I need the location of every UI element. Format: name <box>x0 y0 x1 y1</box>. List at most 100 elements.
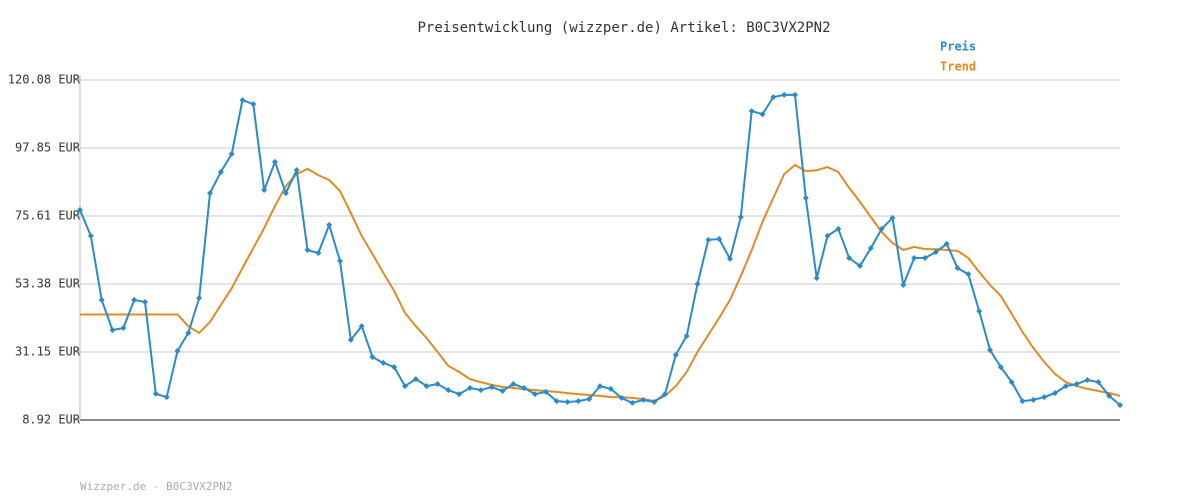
y-tick-label: 8.92 EUR <box>22 413 81 427</box>
data-point <box>1041 394 1048 401</box>
data-point <box>662 391 668 398</box>
data-point <box>142 298 148 305</box>
data-point <box>867 245 874 252</box>
data-point <box>672 351 679 358</box>
data-point <box>553 398 560 405</box>
data-point <box>1073 380 1080 387</box>
data-point <box>109 327 116 334</box>
data-point <box>900 281 907 288</box>
data-point <box>1008 379 1015 386</box>
data-point <box>1019 398 1026 405</box>
data-point <box>813 275 820 282</box>
data-point <box>987 347 993 354</box>
data-point <box>207 190 213 197</box>
data-point <box>521 384 528 391</box>
data-point <box>456 391 463 398</box>
data-point <box>705 236 712 243</box>
y-tick-label: 53.38 EUR <box>15 277 81 291</box>
data-point <box>185 329 192 336</box>
data-point <box>423 383 430 390</box>
data-point <box>532 391 538 398</box>
data-point <box>575 398 582 405</box>
data-point <box>954 265 961 272</box>
y-tick-label: 75.61 EUR <box>15 209 81 223</box>
data-point <box>402 383 408 390</box>
data-point <box>824 232 831 239</box>
data-point <box>467 384 473 391</box>
data-point <box>1117 402 1123 409</box>
data-point <box>1095 379 1102 386</box>
data-point <box>434 380 441 387</box>
data-point <box>380 359 387 366</box>
data-point <box>943 240 950 247</box>
data-point <box>629 399 636 406</box>
data-point <box>239 97 246 104</box>
data-point <box>586 395 593 402</box>
data-point <box>87 232 94 239</box>
data-point <box>564 399 571 406</box>
data-point <box>835 225 842 232</box>
data-point <box>737 213 744 220</box>
data-point <box>651 399 658 406</box>
data-point <box>337 258 343 265</box>
data-point <box>174 347 181 354</box>
data-point <box>846 254 853 261</box>
data-point <box>304 247 311 253</box>
data-point <box>932 249 939 256</box>
data-point <box>77 206 83 213</box>
data-point <box>542 388 549 395</box>
data-point <box>369 354 376 361</box>
y-tick-label: 97.85 EUR <box>15 140 81 154</box>
data-point <box>965 271 972 278</box>
data-point <box>607 385 614 392</box>
data-point <box>120 324 127 331</box>
data-point <box>499 388 506 395</box>
data-point <box>802 195 809 202</box>
data-point <box>250 101 257 108</box>
y-tick-label: 120.08 EUR <box>8 73 81 87</box>
data-point <box>683 332 690 339</box>
data-point <box>770 94 777 101</box>
chart-title: Preisentwicklung (wizzper.de) Artikel: B… <box>417 20 830 36</box>
data-point <box>326 221 333 228</box>
data-point <box>1030 396 1037 403</box>
data-point <box>391 364 398 371</box>
data-point <box>727 255 733 262</box>
data-point <box>196 295 203 302</box>
data-point <box>445 387 452 394</box>
data-point <box>792 91 798 98</box>
data-point <box>911 254 918 261</box>
data-point <box>597 383 603 390</box>
data-point <box>347 336 354 343</box>
data-point <box>976 308 983 315</box>
data-point <box>997 364 1004 371</box>
data-point <box>282 190 289 197</box>
data-point <box>412 376 419 383</box>
data-point <box>1084 376 1091 383</box>
data-point <box>228 150 235 157</box>
data-point <box>694 280 701 287</box>
data-point <box>618 395 625 402</box>
data-point <box>358 323 365 330</box>
data-point <box>878 225 885 232</box>
data-point <box>510 380 517 387</box>
data-point <box>217 169 224 176</box>
data-point <box>152 390 159 397</box>
data-point <box>759 111 766 118</box>
data-point <box>131 296 138 303</box>
data-point <box>477 387 484 394</box>
series-line <box>79 93 1121 406</box>
data-point <box>1106 392 1113 399</box>
data-point <box>488 384 495 391</box>
data-point <box>261 187 268 194</box>
data-point <box>315 250 322 257</box>
data-point <box>716 235 723 242</box>
data-point <box>857 262 863 269</box>
data-point <box>98 296 105 303</box>
series-line <box>80 163 1121 403</box>
data-point <box>781 91 788 98</box>
legend-label: Preis <box>940 40 976 54</box>
footer: Wizzper.de - B0C3VX2PN2 <box>80 480 232 493</box>
data-point <box>889 214 896 221</box>
